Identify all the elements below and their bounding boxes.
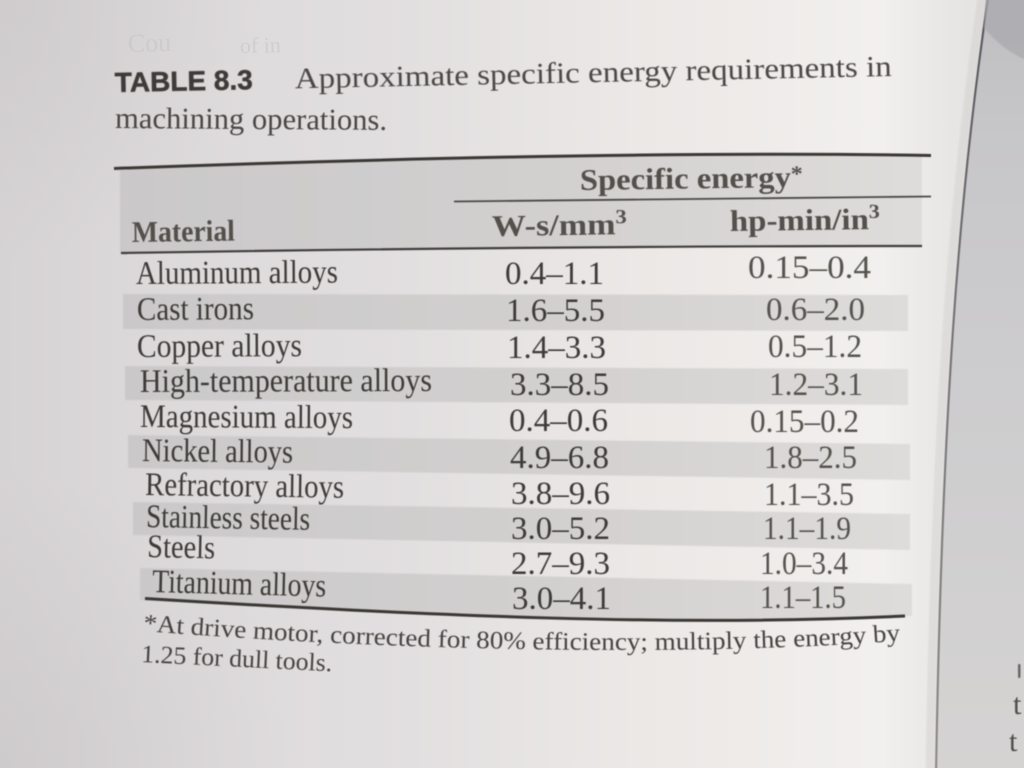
svg-text:1.1–1.9: 1.1–1.9 bbox=[763, 511, 851, 547]
svg-text:2.7–9.3: 2.7–9.3 bbox=[511, 546, 610, 582]
svg-text:TABLE 8.3: TABLE 8.3 bbox=[114, 64, 253, 98]
svg-text:Cou: Cou bbox=[127, 28, 171, 58]
svg-text:0.5–1.2: 0.5–1.2 bbox=[768, 329, 862, 365]
svg-text:Stainless steels: Stainless steels bbox=[146, 499, 311, 538]
svg-text:Cast irons: Cast irons bbox=[137, 291, 254, 328]
svg-text:Refractory alloys: Refractory alloys bbox=[145, 467, 344, 506]
svg-text:High-temperature alloys: High-temperature alloys bbox=[140, 363, 432, 400]
svg-text:1.1–1.5: 1.1–1.5 bbox=[760, 580, 846, 616]
svg-text:W-s/mm3: W-s/mm 3 bbox=[492, 206, 627, 243]
svg-text:1.2–3.1: 1.2–3.1 bbox=[769, 367, 863, 403]
svg-text:0.4–1.1: 0.4–1.1 bbox=[505, 256, 604, 292]
svg-text:0.4–0.6: 0.4–0.6 bbox=[509, 403, 608, 439]
svg-text:1.1–3.5: 1.1–3.5 bbox=[764, 477, 854, 513]
svg-text:0.15–0.2: 0.15–0.2 bbox=[750, 404, 859, 440]
svg-text:3.0–4.1: 3.0–4.1 bbox=[512, 581, 611, 617]
svg-text:Copper alloys: Copper alloys bbox=[137, 328, 302, 365]
svg-text:Steels: Steels bbox=[147, 529, 216, 566]
svg-text:Aluminum alloys: Aluminum alloys bbox=[136, 255, 338, 292]
svg-text:Nickel alloys: Nickel alloys bbox=[142, 433, 293, 471]
svg-text:0.6–2.0: 0.6–2.0 bbox=[766, 292, 865, 328]
svg-text:4.9–6.8: 4.9–6.8 bbox=[510, 440, 609, 476]
svg-text:of in: of in bbox=[240, 32, 282, 58]
svg-text:machining operations.: machining operations. bbox=[115, 102, 387, 137]
svg-text:Magnesium alloys: Magnesium alloys bbox=[140, 399, 353, 436]
svg-text:Specific energy*: Specific energy * bbox=[580, 161, 803, 197]
svg-text:hp-min/in3: hp-min/in 3 bbox=[730, 201, 880, 238]
svg-text:1.4–3.3: 1.4–3.3 bbox=[507, 330, 606, 366]
svg-text:Material: Material bbox=[132, 215, 235, 249]
svg-text:0.15–0.4: 0.15–0.4 bbox=[748, 250, 871, 286]
svg-text:1.0–3.4: 1.0–3.4 bbox=[760, 546, 848, 582]
svg-text:3.8–9.6: 3.8–9.6 bbox=[511, 476, 610, 512]
svg-text:3.3–8.5: 3.3–8.5 bbox=[510, 367, 609, 403]
svg-text:3.0–5.2: 3.0–5.2 bbox=[511, 511, 610, 547]
svg-text:1.8–2.5: 1.8–2.5 bbox=[764, 440, 857, 476]
svg-text:1.6–5.5: 1.6–5.5 bbox=[506, 293, 605, 329]
svg-text:Titanium alloys: Titanium alloys bbox=[152, 564, 327, 605]
